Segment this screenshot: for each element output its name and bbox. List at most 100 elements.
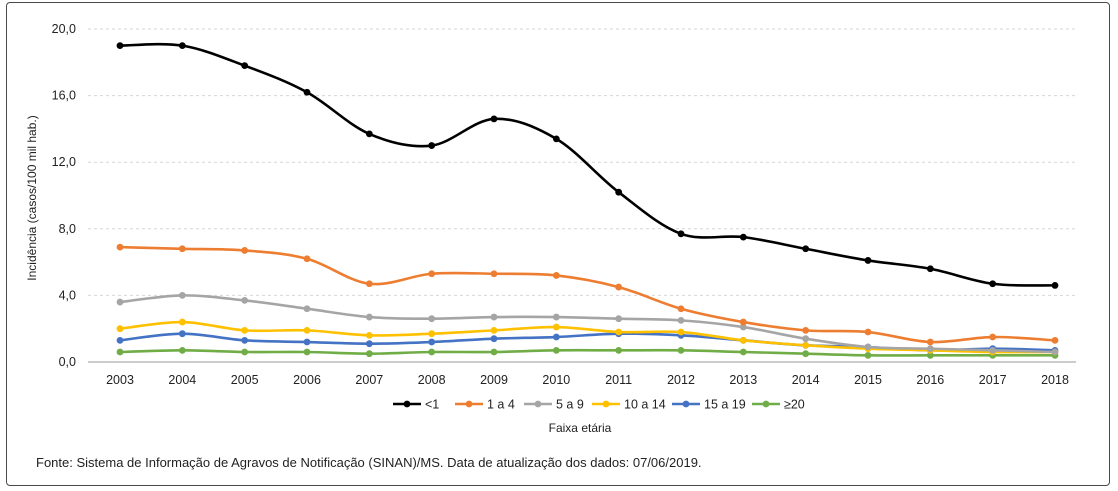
data-point: [490, 326, 498, 334]
data-point: [490, 270, 498, 278]
series-line: [118, 348, 1057, 357]
data-point: [428, 142, 436, 149]
data-point: [241, 348, 249, 356]
data-point: [490, 313, 498, 321]
x-tick-label: 2018: [1041, 373, 1069, 387]
x-tick-label: 2008: [418, 373, 446, 387]
legend-label: 10 a 14: [624, 398, 666, 412]
x-tick-label: 2007: [355, 373, 383, 387]
data-point: [178, 245, 186, 253]
data-point: [864, 328, 872, 336]
series-line: [118, 245, 1057, 344]
data-point: [428, 315, 436, 323]
legend-swatch-marker: [682, 400, 690, 408]
data-point: [552, 313, 560, 321]
data-point: [989, 333, 997, 341]
data-point: [552, 333, 560, 341]
data-point: [178, 42, 186, 50]
series-line: [118, 320, 1057, 354]
data-point: [365, 331, 373, 339]
x-tick-label: 2011: [605, 373, 632, 387]
x-tick-label: 2005: [231, 373, 259, 387]
data-point: [802, 335, 810, 343]
data-point: [926, 351, 934, 359]
data-point: [241, 62, 249, 70]
data-point: [490, 348, 498, 356]
data-point: [926, 345, 934, 353]
data-point: [864, 351, 872, 359]
x-tick-label: 2017: [979, 373, 1007, 387]
data-point: [178, 292, 186, 299]
data-point: [677, 305, 685, 313]
legend-label: <1: [425, 398, 439, 412]
x-tick-label: 2003: [106, 373, 134, 387]
legend-swatch-marker: [465, 400, 473, 408]
y-tick-label: 0,0: [59, 355, 76, 369]
data-point: [677, 346, 685, 354]
data-point: [303, 88, 311, 96]
data-point: [739, 318, 747, 326]
legend-item: 10 a 14: [592, 398, 666, 412]
legend-label: 1 a 4: [487, 398, 515, 412]
data-point: [116, 298, 124, 306]
y-tick-label: 8,0: [59, 222, 76, 236]
data-point: [677, 316, 685, 324]
data-point: [552, 323, 560, 331]
data-point: [365, 313, 373, 321]
data-point: [116, 336, 124, 344]
data-point: [490, 115, 498, 123]
data-point: [365, 130, 373, 138]
data-point: [739, 233, 747, 241]
legend-item: 5 a 9: [524, 398, 584, 412]
gridlines: [88, 28, 1076, 296]
data-point: [490, 335, 498, 343]
x-tick-label: 2010: [542, 373, 570, 387]
legend-label: ≥20: [784, 398, 805, 412]
data-point: [303, 338, 311, 346]
data-point: [802, 326, 810, 334]
x-tick-label: 2015: [854, 373, 882, 387]
data-point: [428, 348, 436, 356]
x-axis-ticks: 2003 2004 2005 2006 2007 2008 2009 2010 2011 2012…: [106, 373, 1069, 387]
data-point: [365, 280, 373, 288]
data-point: [241, 336, 249, 344]
data-point: [926, 265, 934, 273]
legend-item: ≥20: [752, 398, 805, 412]
data-point: [428, 330, 436, 338]
legend-label: 15 a 19: [704, 398, 746, 412]
x-tick-label: 2012: [667, 373, 695, 387]
data-point: [552, 135, 560, 143]
data-point: [739, 348, 747, 356]
data-point: [178, 318, 186, 326]
data-point: [428, 270, 436, 278]
series-line: [118, 294, 1057, 354]
source-note: Fonte: Sistema de Informação de Agravos …: [36, 455, 702, 470]
data-point: [116, 243, 124, 251]
legend-item: 15 a 19: [672, 398, 746, 412]
data-point: [241, 247, 249, 254]
data-point: [552, 272, 560, 279]
data-point: [365, 350, 373, 358]
data-point: [615, 188, 623, 196]
data-point: [116, 325, 124, 333]
x-tick-label: 2016: [916, 373, 944, 387]
data-point: [241, 326, 249, 334]
legend-item: 1 a 4: [455, 398, 515, 412]
data-point: [303, 305, 311, 313]
data-point: [1051, 336, 1059, 344]
data-point: [926, 338, 934, 346]
data-point: [802, 350, 810, 358]
legend-swatch-marker: [602, 400, 610, 408]
data-point: [1051, 348, 1059, 356]
data-point: [303, 326, 311, 334]
data-point: [303, 348, 311, 356]
data-point: [989, 346, 997, 354]
y-tick-label: 4,0: [59, 288, 76, 302]
data-point: [178, 330, 186, 338]
data-point: [739, 323, 747, 331]
y-tick-label: 20,0: [52, 22, 76, 36]
x-axis-title: Faixa etária: [549, 421, 612, 435]
data-point: [615, 315, 623, 323]
y-axis-title: Incidência (casos/100 mil hab.): [25, 115, 39, 280]
